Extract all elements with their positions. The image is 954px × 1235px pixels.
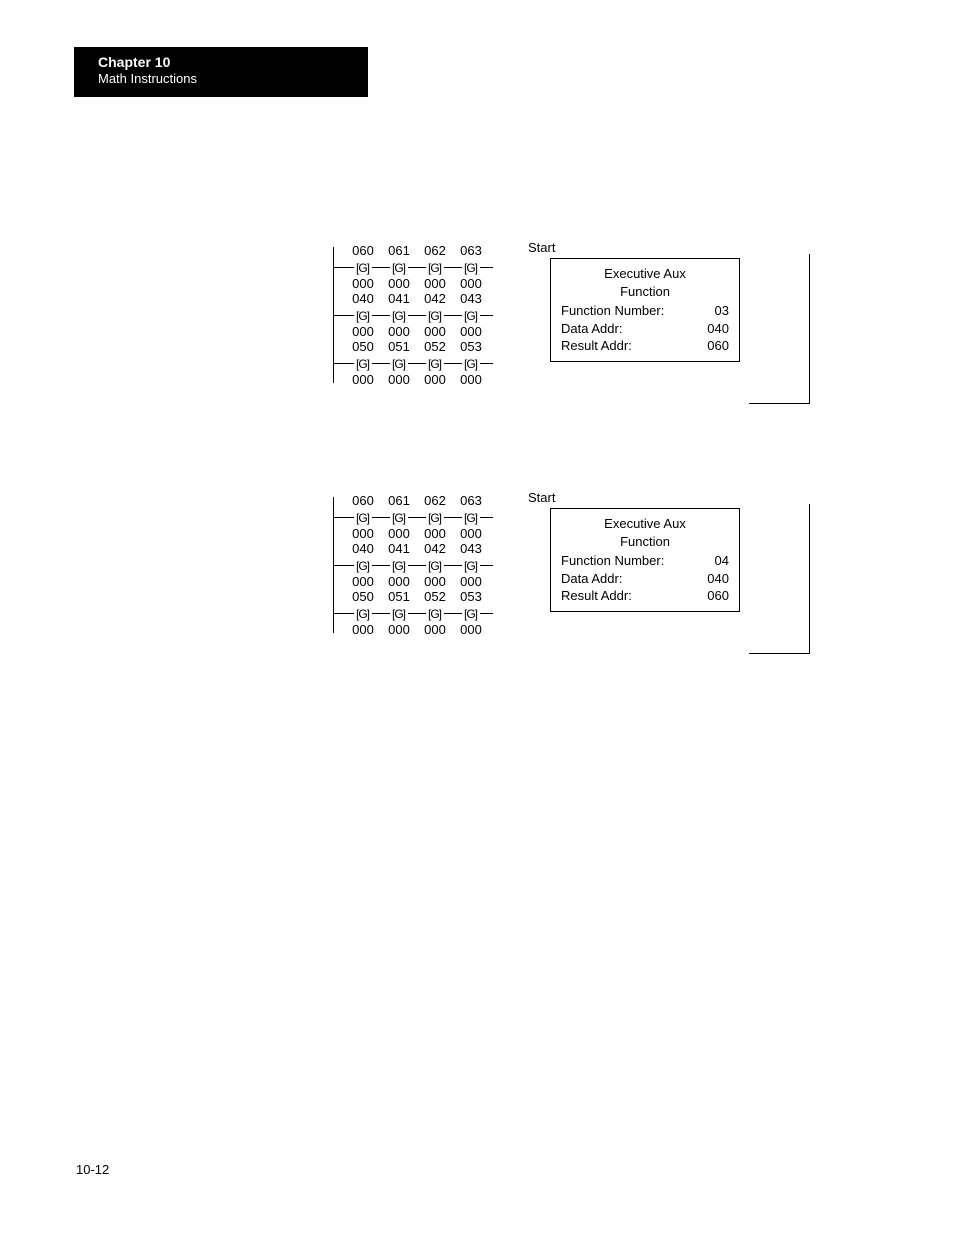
function-row: Data Addr: 040 bbox=[561, 320, 729, 338]
function-title: Executive Aux Function bbox=[561, 265, 729, 300]
ladder-labels-bottom: 000 000 000 000 bbox=[345, 526, 493, 541]
ladder-labels-top: 040 041 042 043 bbox=[345, 291, 493, 306]
chapter-header: Chapter 10 Math Instructions bbox=[74, 47, 368, 97]
ladder-labels-bottom: 000 000 000 000 bbox=[345, 372, 493, 387]
function-row: Function Number: 03 bbox=[561, 302, 729, 320]
ladder-rung: G G G G bbox=[333, 508, 493, 526]
ladder-labels-bottom: 000 000 000 000 bbox=[345, 324, 493, 339]
ladder-labels-top: 060 061 062 063 bbox=[345, 243, 493, 258]
chapter-subtitle: Math Instructions bbox=[98, 71, 344, 88]
function-row: Result Addr: 060 bbox=[561, 587, 729, 605]
ladder-labels-top: 040 041 042 043 bbox=[345, 541, 493, 556]
ladder-diagram: 060 061 062 063 G G G G 000 000 000 000 … bbox=[333, 493, 493, 637]
start-label: Start bbox=[528, 240, 555, 255]
ladder-rung: G G G G bbox=[333, 306, 493, 324]
ladder-rung: G G G G bbox=[333, 556, 493, 574]
page-number: 10-12 bbox=[76, 1162, 109, 1177]
function-row: Result Addr: 060 bbox=[561, 337, 729, 355]
function-box: Executive Aux Function Function Number: … bbox=[550, 258, 740, 362]
function-row: Data Addr: 040 bbox=[561, 570, 729, 588]
ladder-rung: G G G G bbox=[333, 354, 493, 372]
function-box: Executive Aux Function Function Number: … bbox=[550, 508, 740, 612]
ladder-labels-top: 060 061 062 063 bbox=[345, 493, 493, 508]
function-row: Function Number: 04 bbox=[561, 552, 729, 570]
ladder-grid: 060 061 062 063 G G G G 000 000 000 000 … bbox=[333, 493, 493, 637]
ladder-grid: 060 061 062 063 G G G G 000 000 000 000 … bbox=[333, 243, 493, 387]
function-title: Executive Aux Function bbox=[561, 515, 729, 550]
ladder-labels-bottom: 000 000 000 000 bbox=[345, 622, 493, 637]
start-label: Start bbox=[528, 490, 555, 505]
ladder-diagram: 060 061 062 063 G G G G 000 000 000 000 … bbox=[333, 243, 493, 387]
ladder-labels-bottom: 000 000 000 000 bbox=[345, 276, 493, 291]
ladder-labels-bottom: 000 000 000 000 bbox=[345, 574, 493, 589]
ladder-rung: G G G G bbox=[333, 258, 493, 276]
ladder-labels-top: 050 051 052 053 bbox=[345, 339, 493, 354]
ladder-labels-top: 050 051 052 053 bbox=[345, 589, 493, 604]
chapter-title: Chapter 10 bbox=[98, 53, 344, 71]
ladder-rung: G G G G bbox=[333, 604, 493, 622]
